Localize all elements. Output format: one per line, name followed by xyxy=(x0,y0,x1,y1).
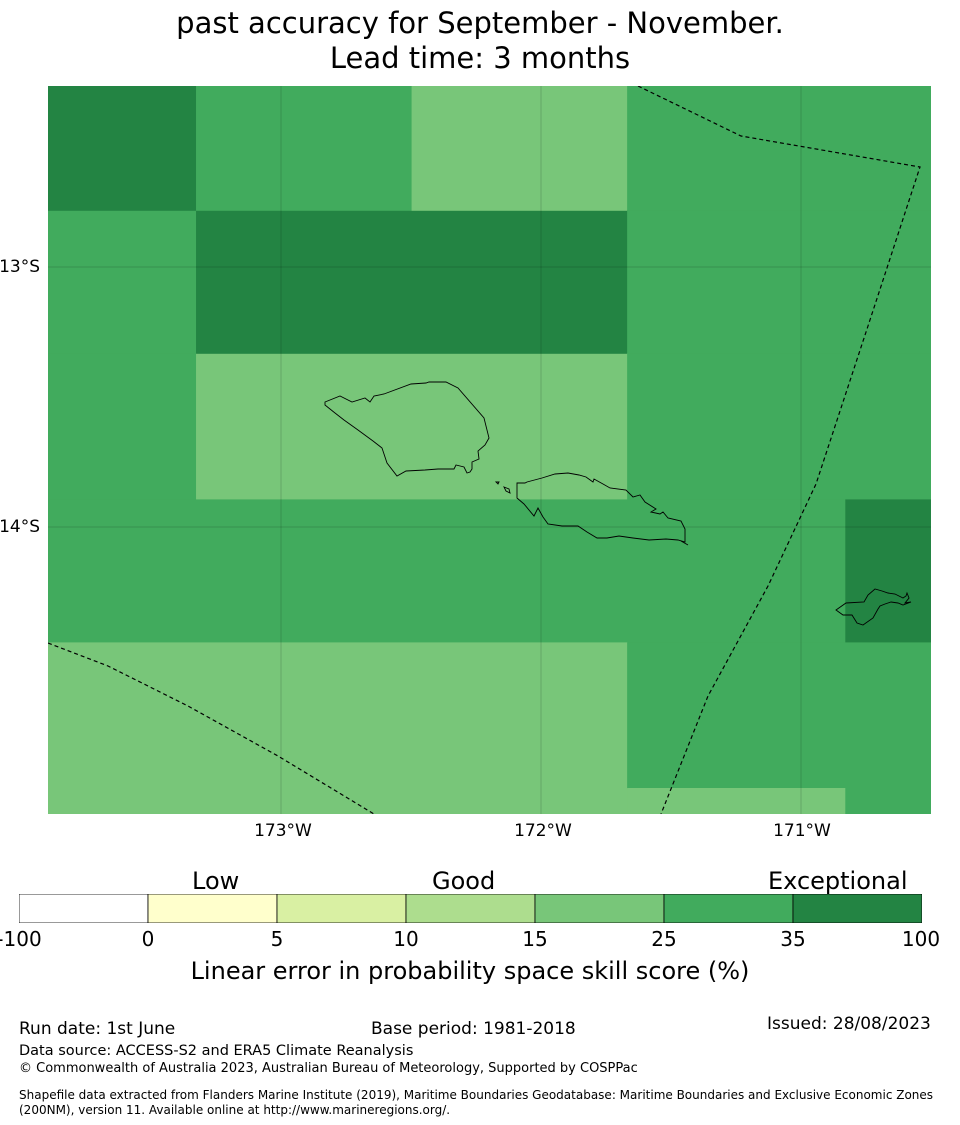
lat-label-13s: 13°S xyxy=(0,257,40,277)
lon-label-173w: 173°W xyxy=(254,821,312,841)
skill-grid-cells xyxy=(48,86,931,814)
skill-map xyxy=(48,86,931,814)
skill-grid-cell xyxy=(196,86,413,212)
lat-label-14s: 14°S xyxy=(0,517,40,537)
eez-boundaries xyxy=(48,86,921,814)
colorbar-title: Linear error in probability space skill … xyxy=(190,957,750,985)
issued-date: Issued: 28/08/2023 xyxy=(767,1014,931,1034)
colorbar-segment xyxy=(534,894,665,923)
eez-boundary-southwest xyxy=(48,642,375,814)
skill-grid-cell xyxy=(48,86,197,212)
skill-grid-cell xyxy=(627,210,931,355)
map-title-line-1: past accuracy for September - November. xyxy=(176,6,784,40)
legend-category-low: Low xyxy=(192,867,240,895)
skill-grid-cell xyxy=(48,642,628,814)
tutuila-island xyxy=(835,588,912,626)
shapefile-credit-line-1: Shapefile data extracted from Flanders M… xyxy=(19,1088,934,1102)
colorbar-segment xyxy=(405,894,536,923)
colorbar-segment xyxy=(276,894,407,923)
colorbar-segment xyxy=(792,894,922,923)
shapefile-credit-line-2: (200NM), version 11. Available online at… xyxy=(19,1103,451,1117)
skill-grid-cell xyxy=(48,353,197,500)
skill-grid-cell xyxy=(48,499,846,643)
map-title-line-2: Lead time: 3 months xyxy=(329,41,631,75)
upolu-island xyxy=(516,472,686,543)
graticule xyxy=(48,86,931,814)
colorbar-tick: 100 xyxy=(901,927,941,951)
eez-boundary-east xyxy=(637,86,921,814)
copyright-notice: © Commonwealth of Australia 2023, Austra… xyxy=(19,1061,638,1076)
skill-grid-cell xyxy=(627,86,931,212)
colorbar-segment xyxy=(19,894,149,923)
skill-grid-cell xyxy=(411,86,628,212)
colorbar-tick: 25 xyxy=(651,927,677,951)
apolima-island xyxy=(503,486,511,494)
lon-label-172w: 172°W xyxy=(514,821,572,841)
colorbar-tick: 0 xyxy=(141,927,155,951)
colorbar-tick: 35 xyxy=(780,927,806,951)
colorbar-tick: 10 xyxy=(393,927,419,951)
colorbar-segment xyxy=(147,894,278,923)
colorbar-tick: 15 xyxy=(522,927,548,951)
map-area xyxy=(48,86,931,814)
skill-grid-cell xyxy=(627,353,931,500)
savaii-island xyxy=(324,381,490,477)
colorbar-tick: -100 xyxy=(0,927,42,951)
legend-colorbar xyxy=(19,894,922,923)
skill-grid-cell xyxy=(845,788,931,814)
skill-grid-cell xyxy=(48,210,197,355)
legend-category-exceptional: Exceptional xyxy=(768,867,908,895)
skill-grid-cell xyxy=(196,353,628,500)
manono-island xyxy=(494,481,500,485)
skill-grid-cell xyxy=(196,210,628,355)
skill-grid-cell xyxy=(627,788,846,814)
base-period: Base period: 1981-2018 xyxy=(371,1019,576,1039)
skill-grid-cell xyxy=(845,499,931,643)
colorbar-tick: 5 xyxy=(270,927,284,951)
colorbar-segment xyxy=(663,894,794,923)
skill-grid-cell xyxy=(627,642,931,789)
coastlines xyxy=(324,381,912,626)
legend-category-good: Good xyxy=(432,867,496,895)
lon-label-171w: 171°W xyxy=(773,821,831,841)
data-source: Data source: ACCESS-S2 and ERA5 Climate … xyxy=(19,1043,414,1059)
upolu-east-tip xyxy=(680,540,689,546)
run-date: Run date: 1st June xyxy=(19,1019,176,1039)
